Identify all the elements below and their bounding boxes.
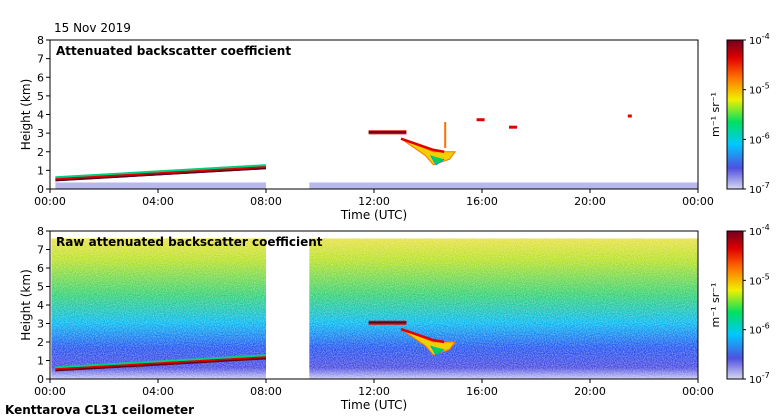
x-tick-label: 04:00 (142, 195, 174, 208)
surface-band (55, 182, 267, 189)
noise-texture (309, 238, 698, 379)
x-tick-label: 12:00 (358, 385, 390, 398)
precipitation-core (400, 137, 445, 153)
y-tick-label: 6 (37, 262, 44, 275)
y-tick-label: 2 (37, 146, 44, 159)
y-tick-label: 8 (37, 225, 44, 238)
instrument-caption: Kenttarova CL31 ceilometer (5, 403, 194, 417)
boundary-layer-core (55, 357, 267, 372)
boundary-layer (55, 356, 267, 372)
noise-texture (51, 238, 266, 379)
precip-streak (444, 121, 447, 149)
x-tick-label: 12:00 (358, 195, 390, 208)
x-tick-label: 20:00 (574, 195, 606, 208)
x-tick-label: 04:00 (142, 385, 174, 398)
y-tick-label: 2 (37, 336, 44, 349)
colorbar-unit-label: m⁻¹ sr⁻¹ (709, 92, 722, 137)
y-tick-label: 7 (37, 244, 44, 257)
x-tick-label: 00:00 (34, 385, 66, 398)
plot-area (50, 40, 698, 189)
cloud-layer-core (368, 321, 407, 324)
x-axis-label: Time (UTC) (340, 398, 407, 412)
y-tick-label: 0 (37, 373, 44, 386)
colorbar-unit-label: m⁻¹ sr⁻¹ (709, 283, 722, 328)
colorbar-tick-label: 10-6 (749, 322, 770, 337)
x-tick-label: 16:00 (466, 195, 498, 208)
colorbar (726, 230, 744, 380)
x-tick-label: 08:00 (250, 385, 282, 398)
colorbar-tick-label: 10-4 (749, 223, 770, 238)
panel-title: Raw attenuated backscatter coefficient (56, 235, 323, 249)
colorbar-tick-label: 10-6 (749, 131, 770, 146)
y-tick-label: 5 (37, 281, 44, 294)
x-tick-label: 20:00 (574, 385, 606, 398)
cloud-fragment (509, 125, 517, 129)
x-tick-label: 00:00 (34, 195, 66, 208)
precipitation-tail (430, 155, 445, 166)
y-tick-label: 4 (37, 109, 44, 122)
no-data-gap (266, 41, 310, 189)
y-tick-label: 1 (37, 164, 44, 177)
date-label: 15 Nov 2019 (54, 21, 131, 35)
precipitation-core (400, 327, 445, 344)
colorbar-tick-label: 10-5 (749, 82, 770, 97)
x-tick-label: 00:00 (682, 195, 714, 208)
y-tick-label: 4 (37, 299, 44, 312)
y-tick-label: 8 (37, 34, 44, 47)
precipitation-tail (430, 345, 445, 356)
y-tick-label: 1 (37, 355, 44, 368)
colorbar-tick-label: 10-7 (749, 371, 770, 386)
y-axis-label: Height (km) (19, 79, 33, 150)
y-axis-label: Height (km) (19, 269, 33, 340)
colorbar (726, 39, 744, 190)
colorbar-tick-label: 10-4 (749, 32, 770, 47)
panel-title: Attenuated backscatter coefficient (56, 44, 291, 58)
y-tick-label: 0 (37, 183, 44, 196)
panel-1: Attenuated backscatter coefficient 0 1 2 3 4 5… (19, 32, 770, 222)
x-axis-label: Time (UTC) (340, 208, 407, 222)
y-tick-label: 3 (37, 318, 44, 331)
y-tick-label: 3 (37, 127, 44, 140)
no-data-gap (266, 232, 310, 379)
boundary-layer (55, 166, 267, 182)
x-tick-label: 08:00 (250, 195, 282, 208)
panel-2: Raw attenuated backscatter coefficient 0 1… (19, 223, 770, 412)
y-tick-label: 6 (37, 71, 44, 84)
cloud-fragment (476, 118, 485, 122)
cloud-layer-core (368, 131, 407, 133)
colorbar-tick-label: 10-5 (749, 272, 770, 287)
x-tick-label: 00:00 (682, 385, 714, 398)
boundary-layer-core (55, 167, 267, 182)
precipitation-plume (400, 138, 456, 166)
surface-band (309, 182, 698, 189)
x-tick-label: 16:00 (466, 385, 498, 398)
y-tick-label: 7 (37, 53, 44, 66)
colorbar-tick-label: 10-7 (749, 181, 770, 196)
precipitation-plume (400, 328, 456, 356)
y-tick-label: 5 (37, 90, 44, 103)
cloud-fragment (627, 114, 632, 118)
